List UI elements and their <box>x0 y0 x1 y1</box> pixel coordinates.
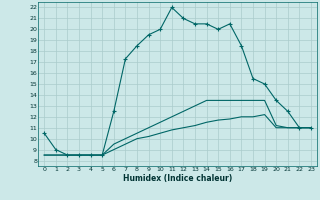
X-axis label: Humidex (Indice chaleur): Humidex (Indice chaleur) <box>123 174 232 183</box>
